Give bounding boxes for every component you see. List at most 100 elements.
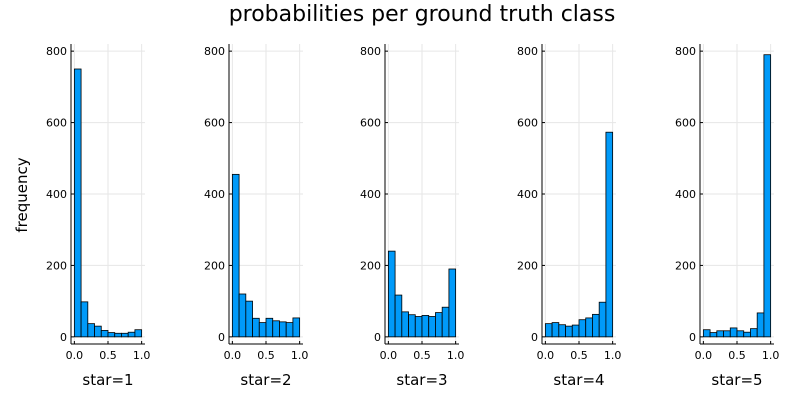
y-tick-label: 800 xyxy=(675,45,696,58)
histogram-bar xyxy=(394,294,403,338)
y-tick-label: 800 xyxy=(360,45,381,58)
panel-star-1: 0 200 400 600 800 0.0 0.5 1.0 star=1 xyxy=(46,44,150,389)
y-tick-label: 600 xyxy=(360,117,381,130)
histogram-bar xyxy=(716,330,724,338)
histogram-bar xyxy=(729,327,738,338)
x-tick-label: 1.0 xyxy=(604,349,622,362)
y-tick-label: 600 xyxy=(46,117,67,130)
y-tick-label: 200 xyxy=(360,259,381,272)
histogram-bar xyxy=(756,312,765,338)
y-tick-label: 400 xyxy=(517,188,538,201)
histogram-bar xyxy=(252,317,260,338)
y-tick-label: 600 xyxy=(517,117,538,130)
x-axis-label: star=2 xyxy=(240,371,291,389)
x-axis-label: star=1 xyxy=(82,371,133,389)
x-tick-label: 0.5 xyxy=(257,349,275,362)
histogram-bar xyxy=(763,54,772,338)
y-tick-label: 200 xyxy=(46,259,67,272)
histogram-bar xyxy=(585,317,593,338)
histogram-bar xyxy=(285,322,294,338)
x-tick-label: 0.0 xyxy=(380,349,398,362)
x-tick-label: 0.0 xyxy=(695,349,713,362)
histogram-bar xyxy=(544,323,553,338)
histogram-bar xyxy=(435,312,443,338)
y-tick-label: 0 xyxy=(218,331,225,344)
y-tick-label: 200 xyxy=(675,259,696,272)
histogram-bar xyxy=(100,330,109,338)
histogram-bar xyxy=(592,313,600,338)
y-tick-label: 800 xyxy=(204,45,225,58)
y-axis-label: frequency xyxy=(13,157,31,232)
x-tick-label: 1.0 xyxy=(133,349,151,362)
x-tick-label: 1.0 xyxy=(291,349,309,362)
histogram-bar xyxy=(565,325,573,338)
histogram-bar xyxy=(387,250,396,338)
histogram-bar xyxy=(571,324,580,338)
chart-title: probabilities per ground truth class xyxy=(229,2,616,27)
histogram-bar xyxy=(743,331,751,338)
histogram-bar xyxy=(73,68,82,338)
histogram-bar xyxy=(231,173,240,338)
histogram-bar xyxy=(414,316,423,338)
histogram-bar xyxy=(121,332,129,338)
histogram-bar xyxy=(736,330,745,338)
histogram-bar xyxy=(723,330,731,338)
histogram-bar xyxy=(709,332,718,338)
histogram-bar xyxy=(107,332,116,338)
histogram-bar xyxy=(551,322,560,338)
y-tick-label: 400 xyxy=(204,188,225,201)
y-tick-label: 200 xyxy=(204,259,225,272)
y-tick-label: 0 xyxy=(60,331,67,344)
histogram-bar xyxy=(134,329,143,338)
y-tick-label: 0 xyxy=(531,331,538,344)
histogram-bar xyxy=(598,301,607,338)
x-tick-label: 0.0 xyxy=(66,349,84,362)
histogram-bar xyxy=(292,317,301,338)
histogram-bar xyxy=(272,320,280,338)
x-tick-label: 1.0 xyxy=(447,349,465,362)
panel-star-5: 0 200 400 600 800 0.0 0.5 1.0 star=5 xyxy=(675,44,779,389)
histogram-bar xyxy=(428,316,436,338)
y-tick-label: 800 xyxy=(46,45,67,58)
y-tick-label: 600 xyxy=(204,117,225,130)
histogram-bar xyxy=(578,319,587,338)
y-tick-label: 800 xyxy=(517,45,538,58)
x-tick-label: 0.5 xyxy=(413,349,431,362)
histogram-bar xyxy=(114,332,122,338)
x-tick-label: 0.0 xyxy=(537,349,555,362)
y-tick-label: 400 xyxy=(46,188,67,201)
histogram-bar xyxy=(265,317,274,338)
histogram-bar xyxy=(441,306,450,338)
histogram-bar xyxy=(401,311,409,338)
histogram-bar xyxy=(80,301,89,338)
y-tick-label: 400 xyxy=(675,188,696,201)
y-tick-label: 600 xyxy=(675,117,696,130)
histogram-bar xyxy=(750,328,758,338)
x-tick-label: 0.5 xyxy=(728,349,746,362)
histogram-bar xyxy=(408,314,416,338)
x-tick-label: 0.5 xyxy=(570,349,588,362)
x-axis-label: star=5 xyxy=(711,371,762,389)
histogram-bar xyxy=(87,323,95,338)
histogram-bar xyxy=(558,324,566,338)
histogram-bar xyxy=(258,322,267,338)
x-axis-label: star=4 xyxy=(553,371,604,389)
y-tick-label: 0 xyxy=(374,331,381,344)
y-tick-label: 200 xyxy=(517,259,538,272)
histogram-bar xyxy=(605,131,614,338)
y-tick-label: 400 xyxy=(360,188,381,201)
x-axis-label: star=3 xyxy=(396,371,447,389)
panel-star-4: 0 200 400 600 800 0.0 0.5 1.0 star=4 xyxy=(517,44,621,389)
x-tick-label: 0.0 xyxy=(224,349,242,362)
x-tick-label: 1.0 xyxy=(762,349,780,362)
panel-star-3: 0 200 400 600 800 0.0 0.5 1.0 star=3 xyxy=(360,44,464,389)
histogram-bar xyxy=(94,325,102,338)
histogram-bar xyxy=(245,300,253,338)
histogram-bar xyxy=(448,268,457,338)
x-tick-label: 0.5 xyxy=(99,349,117,362)
histogram-bar xyxy=(238,293,247,338)
histogram-bar xyxy=(421,315,430,338)
histogram-bar xyxy=(279,321,287,338)
panel-star-2: 0 200 400 600 800 0.0 0.5 1.0 star=2 xyxy=(204,44,308,389)
